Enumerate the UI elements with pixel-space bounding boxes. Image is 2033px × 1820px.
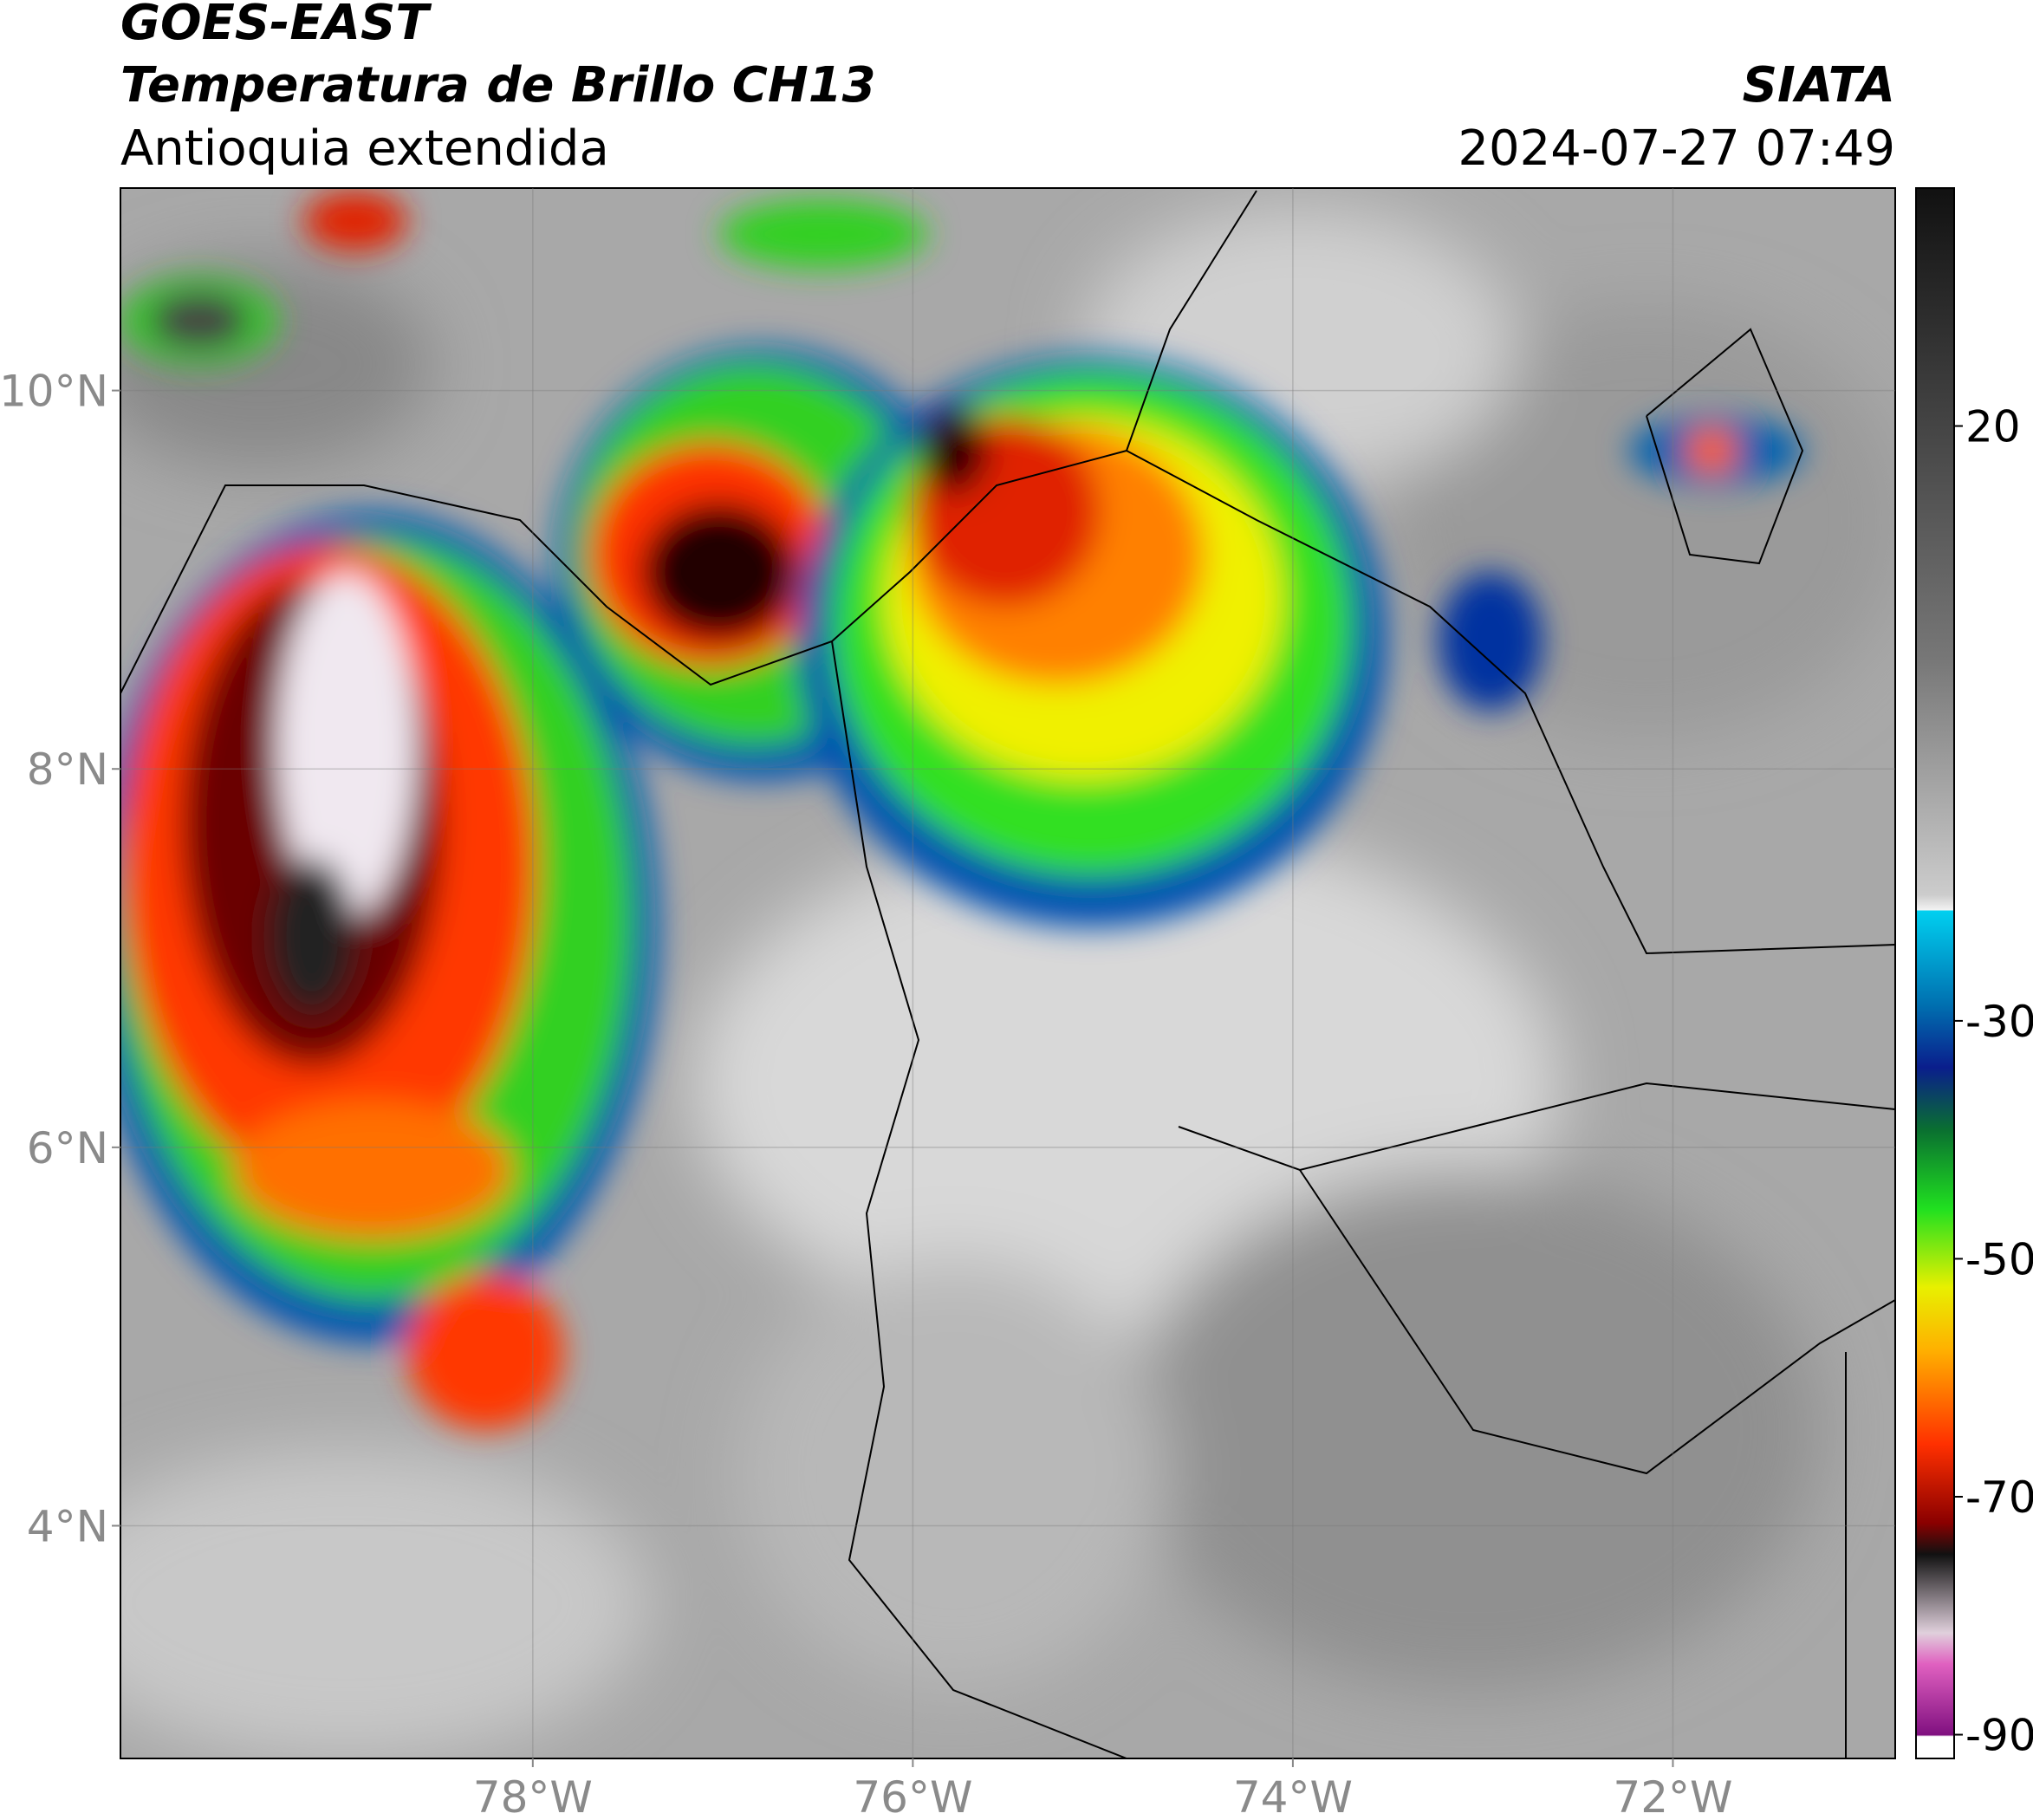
plot-frame xyxy=(120,187,1896,1759)
imagery xyxy=(120,188,1895,1758)
colorbar-tick-label: -30 xyxy=(1965,997,2033,1047)
source: SIATA xyxy=(1743,57,1895,114)
region: Antioquia extendida xyxy=(120,120,609,177)
y-tick-label: 4°N xyxy=(27,1501,108,1551)
timestamp: 2024-07-27 07:49 xyxy=(1458,120,1895,177)
x-tick-label: 74°W xyxy=(1233,1772,1353,1820)
subtitle: Temperatura de Brillo CH13 xyxy=(120,57,876,114)
y-tick-label: 10°N xyxy=(0,367,108,417)
x-tick-label: 76°W xyxy=(853,1772,972,1820)
colorbar-tick-label: -90 xyxy=(1965,1711,2033,1761)
colorbar-tick-label: -70 xyxy=(1965,1472,2033,1523)
x-tick-label: 72°W xyxy=(1613,1772,1732,1820)
y-tick-label: 6°N xyxy=(27,1123,108,1173)
colorbar-tick-label: 20 xyxy=(1965,402,2021,452)
y-tick-label: 8°N xyxy=(27,744,108,795)
title: GOES-EAST xyxy=(120,0,432,51)
colorbar-tick-label: -50 xyxy=(1965,1234,2033,1284)
colorbar xyxy=(1915,187,1955,1759)
x-tick-label: 78°W xyxy=(473,1772,593,1820)
